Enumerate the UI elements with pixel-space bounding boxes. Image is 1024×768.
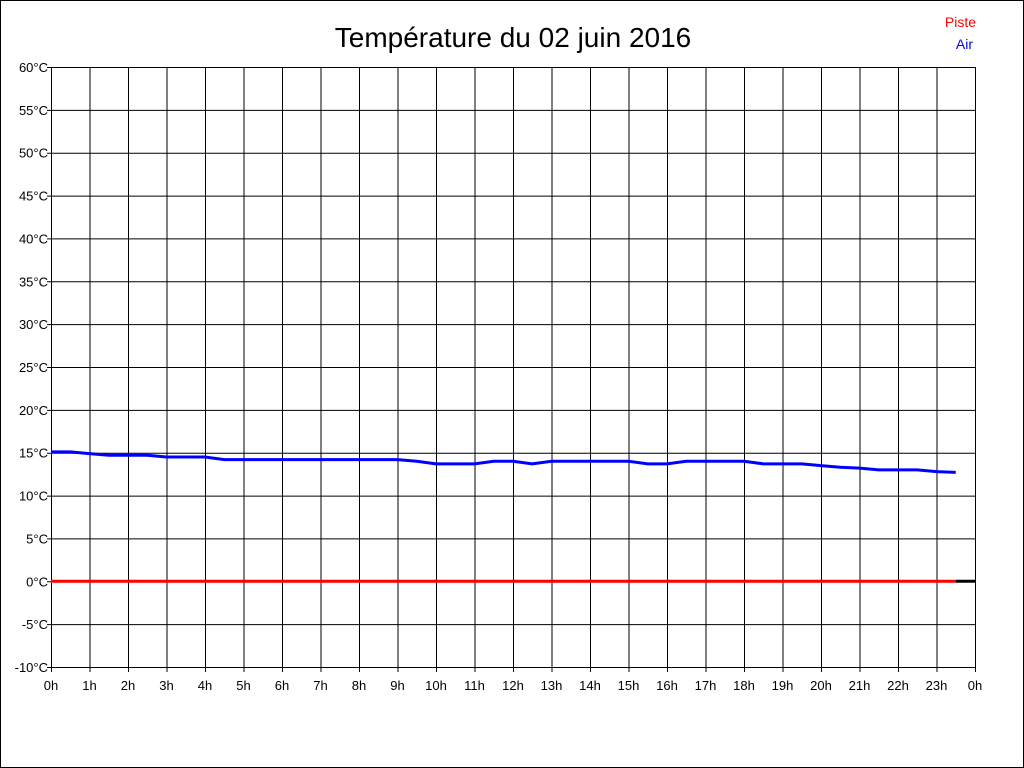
x-tick-label: 1h	[82, 678, 96, 693]
x-tick-label: 2h	[121, 678, 135, 693]
y-tick-label: 25°C	[19, 360, 48, 375]
y-tick-label: 60°C	[19, 60, 48, 75]
x-tick-label: 0h	[968, 678, 982, 693]
y-tick-label: 5°C	[26, 531, 48, 546]
x-tick-label: 21h	[849, 678, 871, 693]
y-tick-label: 35°C	[19, 274, 48, 289]
x-tick-label: 22h	[887, 678, 909, 693]
x-tick-label: 18h	[733, 678, 755, 693]
y-tick-label: 15°C	[19, 446, 48, 461]
x-tick-label: 16h	[656, 678, 678, 693]
x-tick-label: 6h	[275, 678, 289, 693]
y-tick-label: 0°C	[26, 574, 48, 589]
legend-piste: Piste	[945, 14, 976, 30]
x-tick-label: 7h	[313, 678, 327, 693]
x-tick-label: 13h	[541, 678, 563, 693]
x-tick-label: 11h	[464, 678, 485, 693]
x-tick-label: 5h	[236, 678, 250, 693]
chart-title: Température du 02 juin 2016	[335, 22, 691, 53]
series-line-air	[51, 450, 956, 474]
x-tick-label: 0h	[44, 678, 58, 693]
x-tick-label: 8h	[352, 678, 366, 693]
legend-air: Air	[956, 36, 973, 52]
y-tick-label: 40°C	[19, 231, 48, 246]
y-tick-label: 20°C	[19, 403, 48, 418]
y-tick-label: 30°C	[19, 317, 48, 332]
x-tick-label: 15h	[618, 678, 640, 693]
x-tick-label: 10h	[425, 678, 447, 693]
y-tick-label: 45°C	[19, 189, 48, 204]
y-tick-label: 50°C	[19, 146, 48, 161]
x-tick-label: 12h	[502, 678, 524, 693]
x-tick-label: 9h	[390, 678, 404, 693]
x-tick-label: 23h	[926, 678, 948, 693]
x-tick-label: 3h	[159, 678, 173, 693]
y-tick-label: -5°C	[22, 617, 48, 632]
y-tick-label: 10°C	[19, 489, 48, 504]
x-tick-label: 20h	[810, 678, 832, 693]
x-tick-label: 4h	[198, 678, 212, 693]
y-tick-label: 55°C	[19, 103, 48, 118]
x-tick-label: 19h	[772, 678, 794, 693]
y-tick-label: -10°C	[15, 660, 48, 675]
x-tick-label: 17h	[695, 678, 717, 693]
x-tick-label: 14h	[579, 678, 601, 693]
